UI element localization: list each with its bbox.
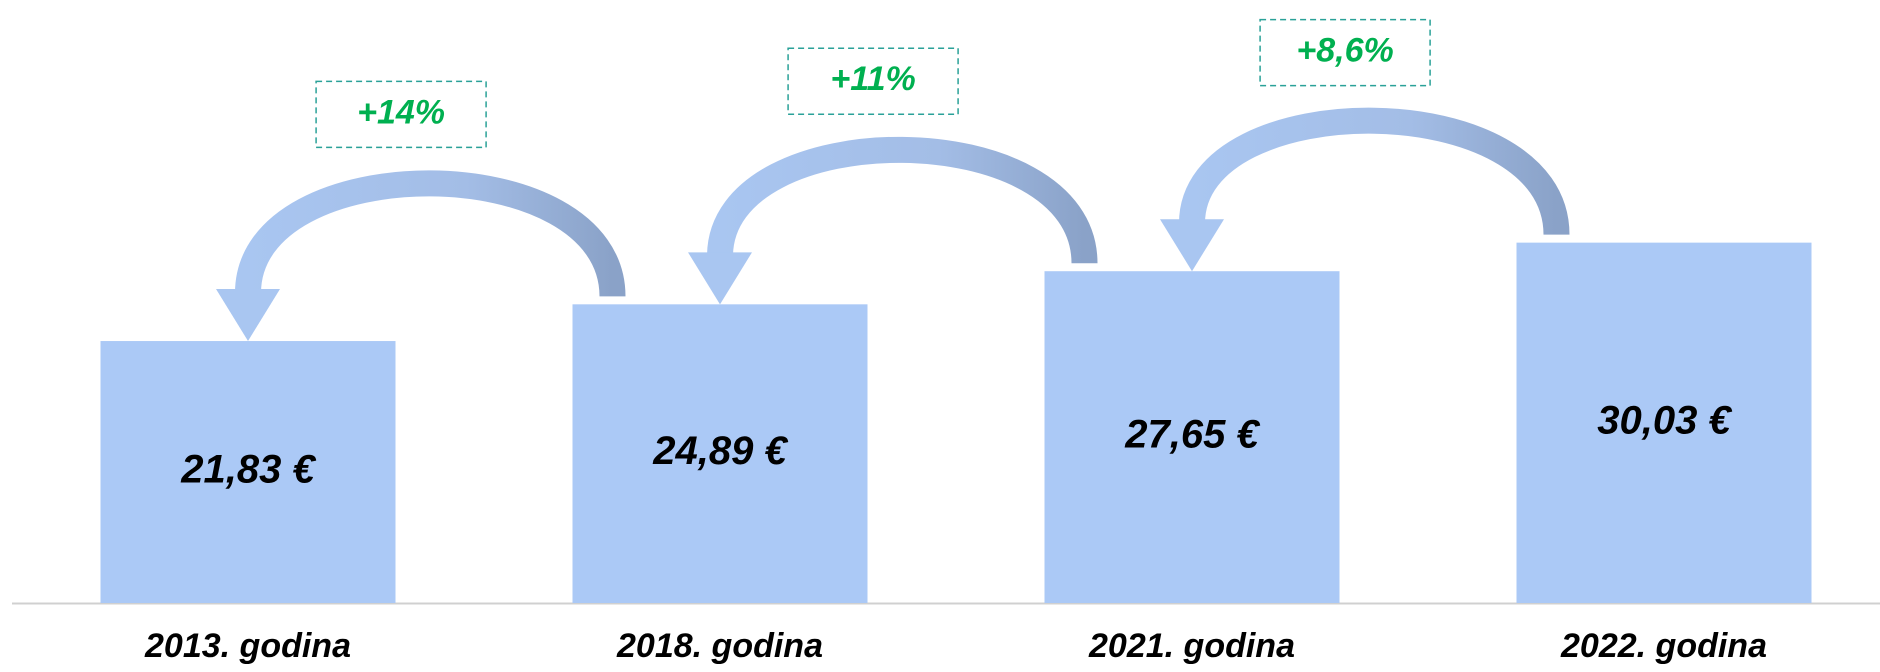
arrow-body xyxy=(707,136,1098,265)
x-tick-label: 2013. godina xyxy=(144,627,351,665)
bar xyxy=(100,341,396,603)
annotation: +14% xyxy=(357,93,445,131)
annotation: +11% xyxy=(830,60,915,98)
annotation-box xyxy=(315,80,487,149)
annotation-box xyxy=(787,47,959,115)
x-tick-label: 2018. godina xyxy=(616,627,823,665)
bar xyxy=(1516,242,1812,603)
value-label: 21,83 € xyxy=(180,448,316,492)
arrow-head xyxy=(688,252,752,305)
x-tick-label: 2022. godina xyxy=(1560,627,1767,665)
arrow-body xyxy=(1179,107,1570,236)
x-tick-label: 2021. godina xyxy=(1088,627,1295,665)
annotation-box xyxy=(1259,18,1431,87)
bar xyxy=(572,304,868,603)
bar xyxy=(1044,271,1340,603)
value-label: 24,89 € xyxy=(652,429,788,473)
arrow-body xyxy=(235,170,626,298)
value-label: 27,65 € xyxy=(1124,413,1260,457)
value-label: 30,03 € xyxy=(1597,398,1732,442)
arrow-head xyxy=(216,289,280,342)
arrow-head xyxy=(1160,219,1224,272)
annotation: +8,6% xyxy=(1296,32,1393,70)
